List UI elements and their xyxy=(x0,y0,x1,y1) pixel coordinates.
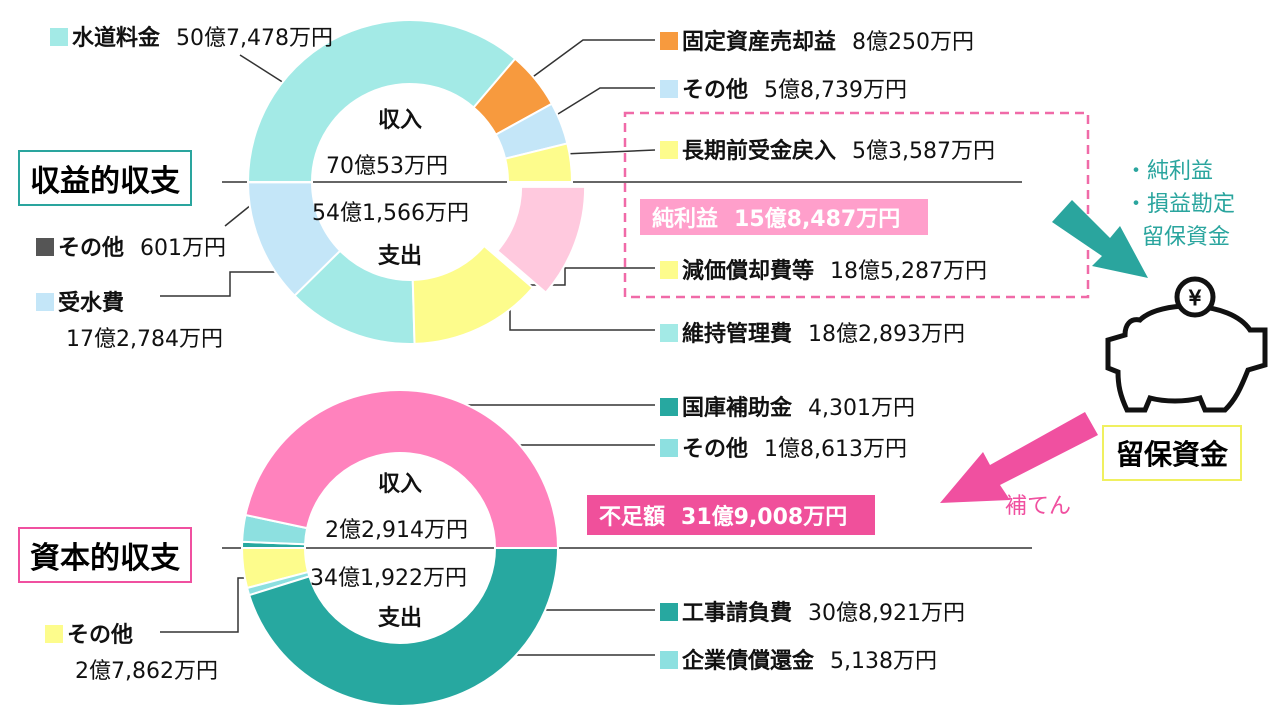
item-amount: 30億8,921万円 xyxy=(808,601,965,626)
legend-item: 減価償却費等 18億5,287万円 xyxy=(660,253,987,285)
reserve-source: ・損益勘定 xyxy=(1125,192,1236,217)
item-name: 水道料金 xyxy=(72,26,161,51)
item-amount: 1億8,613万円 xyxy=(764,437,907,462)
legend-swatch xyxy=(45,625,63,643)
donut-segment xyxy=(503,142,574,183)
legend-item: 長期前受金戻入 5億3,587万円 xyxy=(660,133,995,165)
arrow xyxy=(1052,200,1148,278)
item-name: 受水費 xyxy=(58,291,125,316)
item-name: 減価償却費等 xyxy=(682,259,815,284)
legend-item: 水道料金 50億7,478万円 xyxy=(50,20,333,52)
legend-item: 工事請負費 30億8,921万円 xyxy=(660,595,965,627)
item-amount: 4,301万円 xyxy=(808,396,915,421)
legend-swatch xyxy=(660,324,678,342)
item-amount: 5億3,587万円 xyxy=(852,139,995,164)
section-title: 収益的収支 xyxy=(18,150,192,206)
tag-name: 不足額 xyxy=(599,505,666,530)
donut-segment xyxy=(244,389,560,549)
legend-item: 受水費 17億2,784万円 xyxy=(36,285,223,353)
legend-swatch xyxy=(50,28,68,46)
item-amount: 50億7,478万円 xyxy=(176,26,333,51)
legend-swatch xyxy=(660,141,678,159)
legend-item: その他 1億8,613万円 xyxy=(660,431,907,463)
legend-swatch xyxy=(660,261,678,279)
legend-swatch xyxy=(660,439,678,457)
center-label: 支出 xyxy=(378,244,423,269)
surplus-tag: 純利益 15億8,487万円 xyxy=(640,199,929,235)
item-name: 国庫補助金 xyxy=(682,396,793,421)
center-total: 70億53万円 xyxy=(326,154,448,179)
item-name: 固定資産売却益 xyxy=(682,30,837,55)
item-amount: 18億2,893万円 xyxy=(808,322,965,347)
legend-item: その他 601万円 xyxy=(36,230,226,262)
item-name: 企業債償還金 xyxy=(682,649,815,674)
item-amount: 18億5,287万円 xyxy=(830,259,987,284)
item-name: 工事請負費 xyxy=(682,601,793,626)
tag-amount: 15億8,487万円 xyxy=(734,207,901,232)
tag-amount: 31億9,008万円 xyxy=(681,505,848,530)
item-name: その他 xyxy=(67,623,134,648)
reserve-source: 留保資金 xyxy=(1142,225,1231,250)
donut-segment xyxy=(411,244,535,345)
reserve-title: 留保資金 xyxy=(1102,425,1243,481)
legend-swatch xyxy=(36,293,54,311)
item-amount: 17億2,784万円 xyxy=(66,327,223,352)
center-label: 収入 xyxy=(378,472,423,497)
donut-segment xyxy=(246,19,517,183)
center-label: 支出 xyxy=(378,606,423,631)
item-name: 長期前受金戻入 xyxy=(682,139,837,164)
section-title: 資本的収支 xyxy=(18,527,192,583)
legend-item: 企業債償還金 5,138万円 xyxy=(660,643,937,675)
legend-swatch xyxy=(660,32,678,50)
item-amount: 5,138万円 xyxy=(830,649,937,674)
legend-swatch xyxy=(660,603,678,621)
item-amount: 2億7,862万円 xyxy=(75,659,218,684)
item-name: 維持管理費 xyxy=(682,322,793,347)
legend-item: その他 5億8,739万円 xyxy=(660,72,907,104)
donut-segment xyxy=(247,547,560,707)
arrow xyxy=(940,412,1098,503)
center-total: 2億2,914万円 xyxy=(325,518,468,543)
svg-text:¥: ¥ xyxy=(1189,286,1202,310)
legend-swatch xyxy=(36,238,54,256)
legend-swatch xyxy=(660,651,678,669)
center-total: 54億1,566万円 xyxy=(312,201,469,226)
legend-item: 固定資産売却益 8億250万円 xyxy=(660,24,974,56)
dashed-frame xyxy=(623,111,1090,299)
piggy-bank-icon: ¥ xyxy=(1105,276,1268,413)
legend-item: 国庫補助金 4,301万円 xyxy=(660,390,915,422)
item-amount: 5億8,739万円 xyxy=(764,78,907,103)
item-name: その他 xyxy=(58,236,125,261)
item-name: その他 xyxy=(682,437,749,462)
legend-item: その他 2億7,862万円 xyxy=(45,617,218,685)
tag-name: 純利益 xyxy=(652,207,719,232)
item-amount: 8億250万円 xyxy=(852,30,975,55)
donut-segment xyxy=(495,185,587,295)
center-label: 収入 xyxy=(378,108,423,133)
legend-swatch xyxy=(660,80,678,98)
legend-swatch xyxy=(660,398,678,416)
legend-item: 維持管理費 18億2,893万円 xyxy=(660,316,965,348)
shortfall-tag: 不足額 31億9,008万円 xyxy=(587,495,876,535)
fill-note: 補てん xyxy=(1005,494,1072,519)
item-name: その他 xyxy=(682,78,749,103)
center-total: 34億1,922万円 xyxy=(310,566,467,591)
item-amount: 601万円 xyxy=(140,236,227,261)
reserve-source: ・純利益 xyxy=(1125,159,1214,184)
